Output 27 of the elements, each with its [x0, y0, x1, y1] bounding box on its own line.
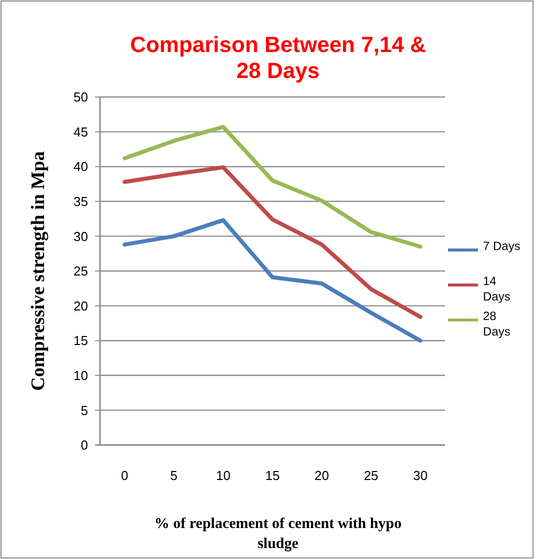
y-tick-label: 40: [74, 159, 88, 174]
legend-label: 14 Days: [483, 274, 510, 304]
line-series: [122, 165, 422, 319]
y-axis-title: Compressive strength in Mpa: [28, 150, 49, 391]
x-tick-label: 15: [265, 468, 280, 483]
chart-title: Comparison Between 7,14 & 28 Days: [130, 32, 426, 83]
y-tick-label: 30: [74, 228, 88, 244]
y-tick-label: 15: [74, 333, 88, 348]
x-tick-label: 5: [170, 468, 178, 483]
x-tick-label: 10: [216, 468, 230, 483]
x-tick-label: 20: [314, 468, 330, 483]
x-tick-label: 0: [121, 468, 128, 483]
y-tick-label: 50: [74, 90, 88, 105]
y-tick-label: 10: [74, 368, 88, 383]
x-axis-title: % of replacement of cement with hypo sludge: [154, 516, 402, 552]
y-tick-label: 20: [74, 298, 88, 314]
line-series: [122, 124, 422, 249]
x-tick-label: 25: [364, 468, 378, 483]
y-tick-label: 25: [74, 264, 88, 279]
y-tick-label: 45: [74, 124, 88, 140]
legend-label: 7 Days: [483, 239, 520, 253]
x-tick-label: 30: [413, 468, 428, 483]
legend-label: 28 Days: [483, 309, 510, 339]
y-tick-label: 0: [80, 438, 88, 453]
y-tick-label: 5: [80, 402, 88, 418]
line-series: [122, 218, 422, 343]
y-tick-label: 35: [74, 194, 88, 209]
